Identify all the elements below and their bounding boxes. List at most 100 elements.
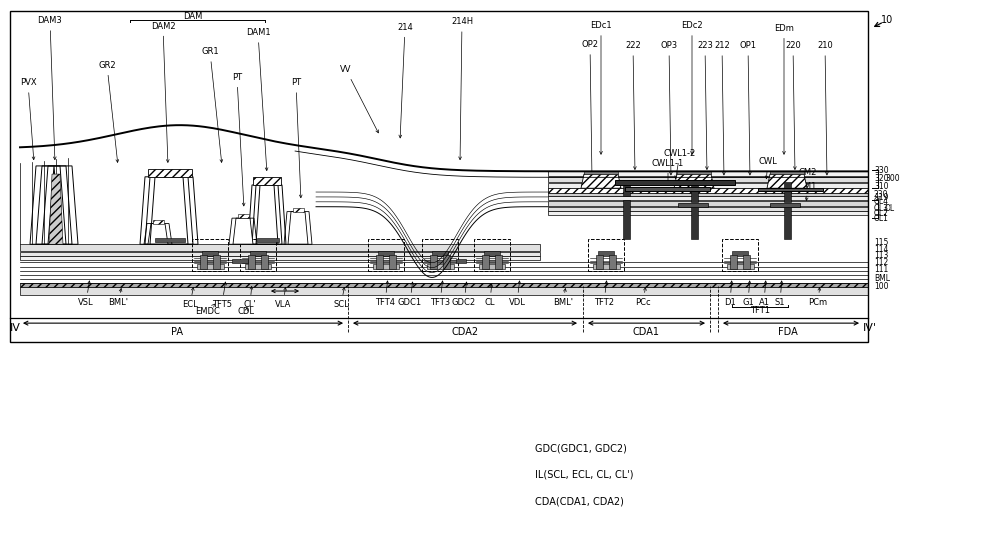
Text: TFT4: TFT4 <box>375 281 395 307</box>
Bar <box>20 283 868 287</box>
Bar <box>250 251 266 256</box>
Bar <box>690 185 698 202</box>
Text: TFT1: TFT1 <box>750 306 770 315</box>
Bar <box>690 206 698 239</box>
Bar <box>240 239 276 271</box>
Bar <box>732 251 748 256</box>
Text: EMDC: EMDC <box>196 304 220 316</box>
Text: VDL: VDL <box>509 281 525 307</box>
Text: 113: 113 <box>874 251 888 260</box>
Bar <box>152 220 164 224</box>
Bar <box>678 203 708 207</box>
Text: IL(SCL, ECL, CL, CL'): IL(SCL, ECL, CL, CL') <box>535 470 634 480</box>
Text: BML': BML' <box>108 288 128 307</box>
Bar <box>20 287 868 295</box>
Bar <box>722 239 758 271</box>
Text: BML: BML <box>874 274 890 283</box>
Polygon shape <box>288 212 308 244</box>
Bar <box>432 251 448 256</box>
Text: DAM1: DAM1 <box>246 28 270 170</box>
Text: OL1: OL1 <box>874 214 889 222</box>
Bar <box>592 264 620 269</box>
Text: VSL: VSL <box>78 281 94 307</box>
Text: TFT5: TFT5 <box>212 282 232 309</box>
Text: S1: S1 <box>775 281 785 307</box>
Polygon shape <box>233 218 253 244</box>
Bar <box>758 188 823 191</box>
Text: CM1': CM1' <box>688 174 708 200</box>
Bar <box>389 255 396 269</box>
Bar <box>548 171 868 176</box>
Bar <box>213 255 220 269</box>
Bar <box>609 255 616 269</box>
Text: OL2: OL2 <box>874 209 889 218</box>
Text: CL: CL <box>485 285 495 307</box>
Bar <box>548 193 868 196</box>
Bar <box>677 171 711 174</box>
Text: TFT2: TFT2 <box>594 281 614 307</box>
Text: PCc: PCc <box>635 287 651 307</box>
Text: GR1: GR1 <box>201 47 223 163</box>
Text: 214: 214 <box>397 23 413 138</box>
Text: PCm: PCm <box>808 287 828 307</box>
Bar <box>615 180 735 185</box>
Polygon shape <box>767 174 807 188</box>
Bar <box>196 264 224 269</box>
Bar <box>10 11 868 342</box>
Bar <box>376 255 383 269</box>
Text: 310: 310 <box>874 182 889 191</box>
Bar <box>743 255 750 269</box>
Bar <box>292 208 304 212</box>
Text: GR2: GR2 <box>98 61 119 163</box>
Text: 330: 330 <box>874 166 889 175</box>
Bar <box>257 238 279 242</box>
Text: 223: 223 <box>697 41 713 169</box>
Text: EDc1: EDc1 <box>590 21 612 154</box>
Text: PVX: PVX <box>20 78 36 159</box>
Text: GDC2: GDC2 <box>452 282 476 307</box>
Bar <box>625 187 710 191</box>
Text: GDC(GDC1, GDC2): GDC(GDC1, GDC2) <box>535 444 627 454</box>
Text: 112: 112 <box>874 258 888 267</box>
Polygon shape <box>49 174 63 244</box>
Text: CL': CL' <box>244 287 256 309</box>
Bar <box>495 255 502 269</box>
Bar <box>548 188 868 193</box>
Text: 300: 300 <box>885 175 900 183</box>
Text: IV: IV <box>10 323 21 333</box>
Text: A1: A1 <box>759 281 770 307</box>
Bar <box>482 255 489 269</box>
Text: CDA1: CDA1 <box>633 327 660 337</box>
Text: CDA(CDA1, CDA2): CDA(CDA1, CDA2) <box>535 496 624 506</box>
Text: CDA2: CDA2 <box>451 327 479 337</box>
Text: EDc2: EDc2 <box>681 21 703 154</box>
Bar <box>479 264 505 269</box>
Text: 111: 111 <box>874 265 888 274</box>
Text: OL: OL <box>885 205 895 213</box>
Bar <box>548 188 868 193</box>
Text: PA: PA <box>171 327 183 337</box>
Bar <box>372 264 399 269</box>
Text: VV: VV <box>340 65 378 133</box>
Text: GDC1: GDC1 <box>398 282 422 307</box>
Text: 222: 222 <box>625 41 641 169</box>
Text: 210: 210 <box>817 41 833 175</box>
Bar <box>784 182 791 202</box>
Text: CWL1-1: CWL1-1 <box>652 159 684 185</box>
Text: 320: 320 <box>874 174 889 183</box>
Bar <box>200 255 207 269</box>
Text: CDL: CDL <box>238 307 254 316</box>
Bar <box>430 255 437 269</box>
Text: EDm: EDm <box>774 24 794 154</box>
Bar <box>20 244 540 251</box>
Bar <box>548 196 868 200</box>
Text: CWL: CWL <box>759 157 777 178</box>
Text: DAM2: DAM2 <box>151 22 175 162</box>
Bar <box>770 171 804 174</box>
Bar <box>368 239 404 271</box>
Bar <box>456 259 466 263</box>
Bar <box>784 206 791 239</box>
Text: PT: PT <box>291 78 302 197</box>
Bar <box>422 239 458 271</box>
Bar <box>548 183 868 188</box>
